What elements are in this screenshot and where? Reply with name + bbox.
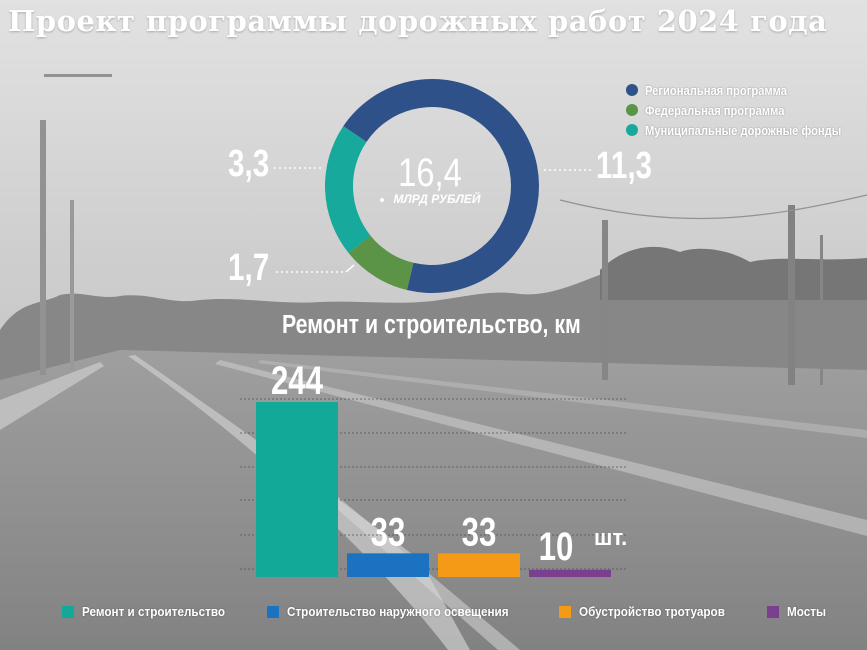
bar-3 xyxy=(529,569,611,577)
bar-chart-title: Ремонт и строительство, км xyxy=(282,310,581,340)
legend-dot-regional xyxy=(626,84,638,96)
donut-slice-2 xyxy=(324,126,371,254)
legend-dot-federal xyxy=(626,104,638,116)
legend-item-bridges: Мосты xyxy=(767,604,830,619)
page-title: Проект программы дорожных работ 2024 год… xyxy=(8,4,828,38)
leader-line-federal-tick xyxy=(345,264,355,273)
bar-value-label-3: 10 xyxy=(539,524,574,569)
donut-label-municipal: 3,3 xyxy=(228,143,269,185)
donut-slice-1 xyxy=(348,235,414,291)
legend-item-regional: Региональная программа xyxy=(626,80,867,100)
legend-label-sidewalks: Обустройство тротуаров xyxy=(579,604,725,619)
legend-label-bridges: Мосты xyxy=(787,604,827,619)
legend-label-federal: Федеральная программа xyxy=(645,102,785,118)
legend-item-sidewalks: Обустройство тротуаров xyxy=(559,604,741,619)
legend-item-lighting: Строительство наружного освещения xyxy=(266,604,533,619)
legend-swatch-bridges xyxy=(767,605,780,618)
legend-swatch-repair xyxy=(62,605,74,618)
bar-1 xyxy=(347,553,429,577)
bar-value-label-1: 33 xyxy=(371,510,406,555)
legend-item-federal: Федеральная программа xyxy=(626,100,867,120)
donut-label-federal: 1,7 xyxy=(228,247,269,289)
legend-label-repair: Ремонт и строительство xyxy=(82,604,226,619)
bar-0 xyxy=(256,402,338,577)
donut-center-label: МЛРД РУБЛЕЙ xyxy=(394,190,481,206)
donut-label-regional: 11,3 xyxy=(596,145,652,187)
legend-swatch-lighting xyxy=(266,605,279,618)
legend-item-municipal: Муниципальные дорожные фонды xyxy=(626,120,867,140)
legend-label-lighting: Строительство наружного освещения xyxy=(286,604,509,619)
bar-unit-note-3: шт. xyxy=(594,525,627,550)
legend-label-municipal: Муниципальные дорожные фонды xyxy=(645,122,842,138)
legend-item-repair: Ремонт и строительство xyxy=(62,604,241,619)
donut-center-value: 16,4 xyxy=(398,150,462,195)
donut-legend: Региональная программа Федеральная прогр… xyxy=(626,80,867,140)
bar-2 xyxy=(438,553,520,577)
bar-value-label-2: 33 xyxy=(462,510,497,555)
bar-value-label-0: 244 xyxy=(271,358,323,403)
legend-dot-municipal xyxy=(626,124,638,136)
donut-center-bullet xyxy=(380,198,384,202)
legend-label-regional: Региональная программа xyxy=(645,82,788,98)
bar-legend: Ремонт и строительство Строительство нар… xyxy=(62,604,856,619)
legend-swatch-sidewalks xyxy=(559,605,572,618)
bar-chart: Ремонт и строительство, км 244 33 33 10 шт. xyxy=(240,310,628,577)
